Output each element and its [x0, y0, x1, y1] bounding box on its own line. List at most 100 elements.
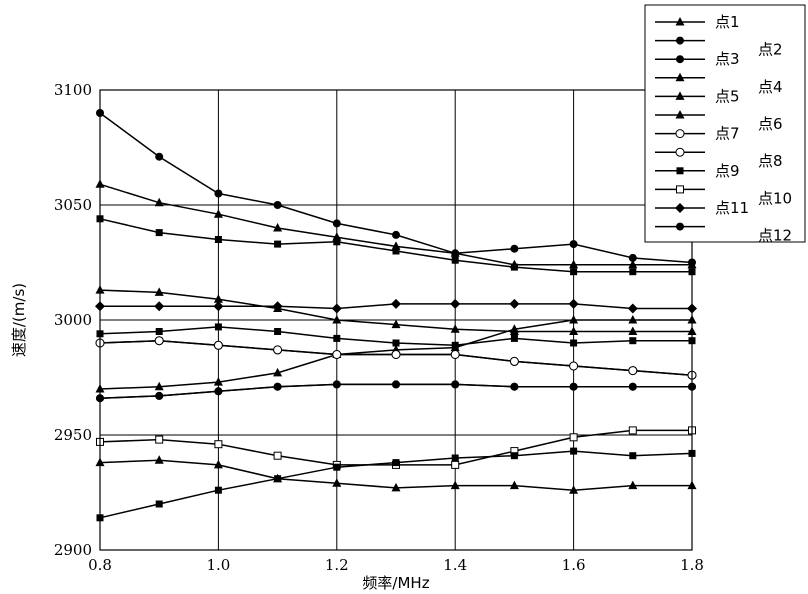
legend-label: 点4 [758, 78, 783, 96]
data-point [569, 259, 579, 269]
data-point [675, 91, 685, 100]
data-point [213, 301, 224, 312]
data-point [391, 319, 401, 329]
data-point [509, 480, 519, 490]
data-point [628, 259, 638, 269]
axes [99, 89, 693, 551]
data-point [451, 380, 460, 389]
series-5 [95, 455, 697, 494]
data-point [510, 452, 518, 460]
data-point [628, 366, 638, 376]
data-point [391, 482, 401, 492]
y-tick-label: 3050 [54, 196, 92, 214]
data-point [391, 350, 401, 359]
data-point [510, 263, 518, 271]
y-tick-label: 3100 [54, 81, 92, 99]
legend-entry: 点4 [655, 72, 783, 96]
x-tick-label: 1.8 [680, 556, 704, 574]
data-point [570, 339, 578, 347]
data-point [155, 328, 163, 335]
x-tick-label: 1.2 [325, 556, 349, 574]
legend-label: 点8 [758, 152, 783, 170]
data-point [332, 219, 341, 228]
data-point [273, 223, 283, 232]
data-point [155, 229, 163, 237]
x-tick-label: 1.0 [206, 556, 230, 574]
y-tick-label: 2950 [54, 426, 92, 444]
data-point [676, 55, 684, 64]
data-point [451, 341, 459, 349]
data-point [675, 147, 685, 157]
data-point [676, 185, 684, 194]
data-point [214, 440, 223, 449]
data-point [213, 209, 223, 218]
data-point [510, 382, 519, 391]
legend-label: 点10 [758, 189, 792, 207]
data-point [568, 298, 579, 309]
data-point [154, 301, 165, 312]
data-point [510, 244, 519, 253]
legend-label: 点9 [715, 162, 740, 180]
data-point [628, 426, 637, 435]
legend-label: 点3 [715, 50, 740, 68]
legend-label: 点5 [715, 87, 740, 105]
data-point [675, 129, 685, 139]
data-point [155, 152, 164, 161]
data-point [273, 451, 282, 460]
data-point [570, 268, 578, 276]
data-point [214, 236, 222, 243]
legend-entry: 点3 [655, 50, 740, 68]
data-point [450, 298, 461, 309]
data-point [154, 336, 164, 346]
legend-entry: 点1 [655, 13, 740, 31]
data-point [628, 326, 638, 335]
data-point [214, 387, 223, 396]
data-point [675, 203, 685, 213]
data-point [569, 240, 578, 249]
legend-label: 点7 [715, 125, 740, 143]
data-point [676, 167, 684, 175]
data-point [451, 256, 459, 264]
data-point [273, 382, 282, 391]
series-4 [95, 285, 697, 335]
legend-entry: 点8 [655, 147, 783, 170]
data-point [155, 435, 164, 444]
x-tick-label: 1.4 [443, 556, 467, 574]
data-point [392, 247, 400, 255]
data-point [214, 486, 222, 494]
legend-entry: 点12 [655, 222, 792, 245]
data-point [332, 315, 342, 324]
legend-entry: 点10 [655, 185, 792, 207]
data-point [629, 452, 637, 460]
data-point [273, 201, 282, 209]
legend-label: 点1 [715, 13, 740, 31]
x-tick-label: 0.8 [88, 556, 112, 574]
tick-labels: 0.8 1.0 1.2 1.4 1.6 1.8 2900 2950 3000 3050 3100 [54, 81, 704, 574]
data-point [214, 323, 222, 331]
data-point [451, 249, 460, 258]
data-point [154, 455, 164, 464]
data-point [154, 287, 164, 296]
data-point [274, 328, 282, 335]
data-point [569, 433, 578, 442]
data-point [569, 326, 579, 335]
series-layer [95, 109, 697, 522]
data-point [155, 500, 163, 508]
data-point [629, 268, 637, 276]
legend-entry: 点7 [655, 125, 740, 143]
series-11 [95, 298, 697, 314]
series-1 [95, 179, 697, 269]
data-point [154, 197, 164, 207]
data-point [273, 345, 283, 355]
data-point [274, 475, 282, 483]
data-point [332, 380, 341, 389]
data-point [272, 301, 283, 312]
data-point [675, 72, 685, 82]
data-point [450, 350, 460, 359]
data-point [331, 303, 342, 314]
y-axis-title: 速度/(m/s) [10, 283, 28, 357]
data-point [213, 377, 223, 386]
data-point [274, 240, 282, 248]
data-point [154, 381, 164, 391]
